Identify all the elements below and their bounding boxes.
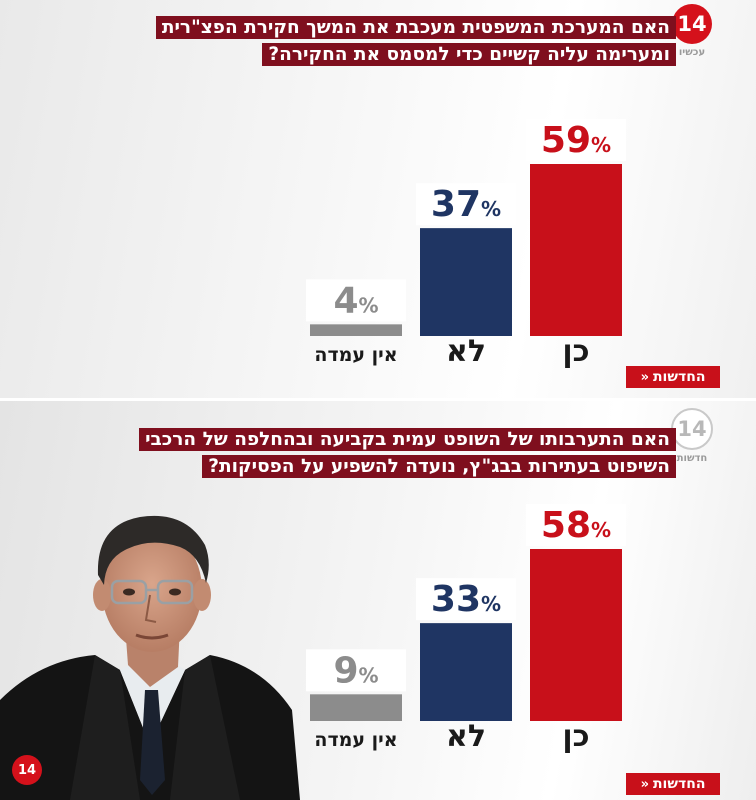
news-tag-2-label: החדשות xyxy=(652,776,706,792)
value-label-box xyxy=(306,649,406,692)
channel-14-logo: 14 עכשיו xyxy=(662,4,722,58)
bar-undecided xyxy=(310,694,402,721)
value-label-box xyxy=(306,279,406,322)
channel-14-logo-number: 14 xyxy=(672,4,712,44)
category-label-yes: כן xyxy=(562,719,589,754)
value-label-no: 33% xyxy=(431,579,501,620)
double-chevron-left-icon: « xyxy=(640,776,649,792)
news-tag-2: החדשות « xyxy=(626,773,720,795)
category-label-yes: כן xyxy=(562,334,589,369)
panel-divider xyxy=(0,398,756,401)
value-label-yes: 59% xyxy=(541,120,611,161)
bar-yes xyxy=(530,549,622,721)
bar-no xyxy=(420,228,512,336)
poll-question-2: האם התערבותו של השופט עמית בקביעה ובהחלפ… xyxy=(116,426,676,480)
channel-14-badge: 14 xyxy=(12,755,42,785)
value-label-yes: 58% xyxy=(541,505,611,546)
poll-question-1: האם המערכת המשפטית מעכבת את המשך חקירת ה… xyxy=(116,14,676,68)
bar-chart-1: 59% כן 37% לא 4% אין עמדה xyxy=(306,119,626,369)
value-label-box xyxy=(416,578,516,621)
category-label-no: לא xyxy=(446,719,486,754)
category-label-no: לא xyxy=(446,334,486,369)
value-label-no: 37% xyxy=(431,184,501,225)
value-label-undecided: 4% xyxy=(333,280,378,321)
news-tag-1: החדשות « xyxy=(626,366,720,388)
category-label-undecided: אין עמדה xyxy=(314,729,397,751)
value-label-box xyxy=(526,504,626,546)
channel-14-logo-sub: עכשיו xyxy=(678,47,706,58)
channel-14-news-logo-sub: חדשות xyxy=(676,453,708,464)
double-chevron-left-icon: « xyxy=(640,369,649,385)
value-label-box xyxy=(416,183,516,226)
bar-yes xyxy=(530,164,622,336)
value-label-undecided: 9% xyxy=(333,650,378,691)
news-tag-1-label: החדשות xyxy=(652,369,706,385)
category-label-undecided: אין עמדה xyxy=(314,344,397,366)
value-label-box xyxy=(526,119,626,161)
bar-no xyxy=(420,623,512,721)
bar-chart-2: 58% כן 33% לא 9% אין עמדה xyxy=(306,504,626,754)
judge-photo xyxy=(0,515,300,800)
bar-undecided xyxy=(310,324,402,336)
